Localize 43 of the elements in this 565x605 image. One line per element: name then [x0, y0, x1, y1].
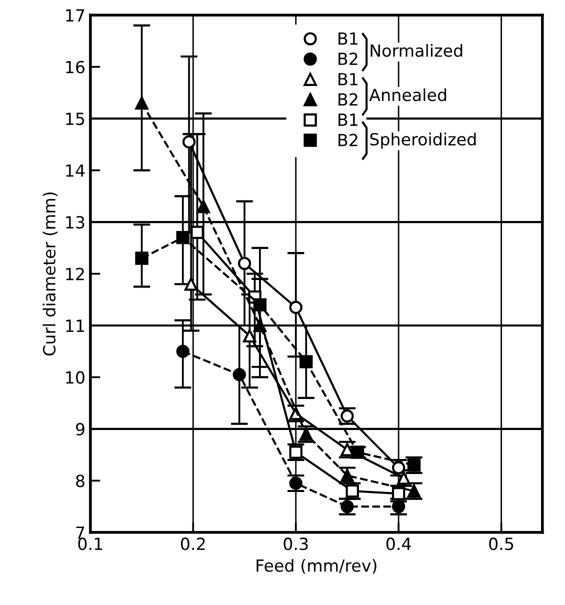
point [135, 96, 148, 110]
point [190, 226, 204, 239]
y-tick-label: 17 [66, 9, 84, 22]
x-tick-label: 0.1 [78, 538, 102, 550]
legend-label: B1 [338, 114, 358, 126]
y-tick-label: 11 [66, 320, 84, 332]
y-tick-label: 16 [66, 60, 84, 74]
point [184, 278, 198, 291]
annotation: Normalized [370, 44, 462, 57]
x-tick-label: 0.5 [489, 538, 514, 550]
point [340, 409, 354, 423]
point [176, 344, 190, 358]
point [196, 200, 210, 214]
y-tick-label: 13 [66, 216, 84, 229]
y-tick-label: 15 [66, 112, 84, 126]
point [238, 256, 252, 270]
legend-label: B2 [338, 93, 358, 106]
annotation: Annealed [369, 88, 446, 102]
y-tick-label: 9 [76, 422, 84, 436]
point [232, 368, 246, 382]
point [289, 300, 302, 314]
y-tick-label: 7 [76, 526, 84, 539]
y-axis-title: Curl diameter (mm) [42, 192, 58, 356]
annotation: Spheroidized [370, 132, 476, 149]
point [300, 355, 313, 368]
y-tick-label: 10 [66, 371, 84, 384]
x-tick-label: 0.3 [284, 538, 308, 550]
x-tick-label: 0.4 [386, 538, 411, 550]
point [243, 329, 256, 342]
legend-label: B1 [338, 32, 358, 45]
point [176, 230, 190, 244]
point [289, 476, 302, 490]
y-tick-label: 14 [66, 164, 85, 177]
legend-label: B2 [338, 134, 358, 146]
legend-label: B1 [338, 73, 358, 86]
x-axis-title: Feed (mm/rev) [256, 558, 376, 574]
x-tick-label: 0.2 [180, 538, 205, 550]
y-tick-label: 12 [66, 268, 84, 280]
point [135, 252, 148, 265]
legend-label: B2 [338, 52, 358, 65]
point [253, 298, 266, 312]
y-tick-label: 8 [76, 474, 84, 488]
point [182, 135, 196, 148]
